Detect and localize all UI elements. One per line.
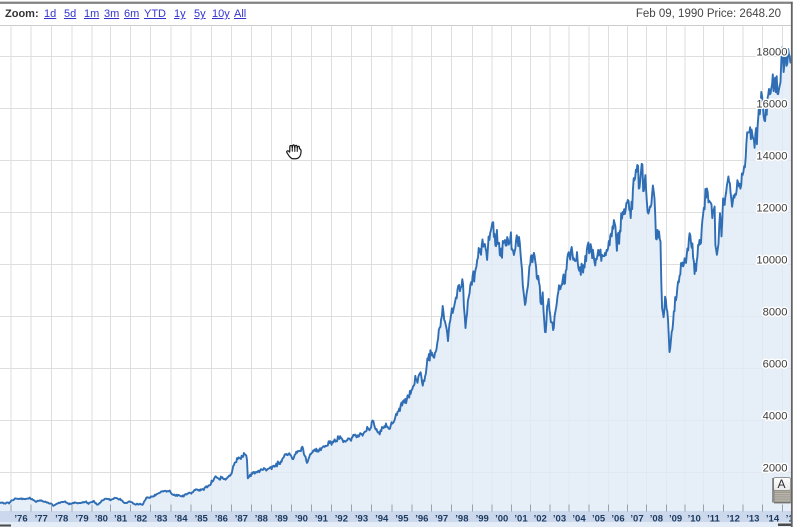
svg-text:’99: ’99 [476, 514, 489, 525]
svg-text:’90: ’90 [295, 514, 308, 525]
svg-text:16000: 16000 [756, 99, 787, 111]
svg-text:2000: 2000 [763, 463, 788, 475]
svg-text:’88: ’88 [255, 514, 268, 525]
svg-text:’76: ’76 [14, 514, 27, 525]
svg-text:’97: ’97 [435, 514, 448, 525]
svg-text:14000: 14000 [756, 151, 787, 163]
svg-text:’00: ’00 [495, 514, 508, 525]
svg-text:’77: ’77 [35, 514, 48, 525]
svg-text:10000: 10000 [756, 255, 787, 267]
svg-text:’04: ’04 [572, 514, 586, 525]
svg-text:A: A [777, 477, 785, 491]
svg-text:’93: ’93 [355, 514, 368, 525]
svg-text:’15: ’15 [786, 514, 800, 525]
svg-text:4000: 4000 [763, 411, 788, 423]
svg-text:’13: ’13 [746, 514, 759, 525]
svg-text:’08: ’08 [650, 514, 663, 525]
svg-text:’81: ’81 [114, 514, 128, 525]
svg-text:’03: ’03 [553, 514, 566, 525]
svg-text:’83: ’83 [154, 514, 167, 525]
svg-text:’09: ’09 [669, 514, 682, 525]
svg-text:’06: ’06 [611, 514, 624, 525]
svg-text:’82: ’82 [134, 514, 147, 525]
svg-text:’96: ’96 [415, 514, 428, 525]
svg-text:’91: ’91 [315, 514, 329, 525]
svg-text:’80: ’80 [95, 514, 108, 525]
svg-text:’12: ’12 [727, 514, 740, 525]
svg-text:’01: ’01 [514, 514, 528, 525]
svg-text:12000: 12000 [756, 203, 787, 215]
svg-text:’07: ’07 [630, 514, 643, 525]
svg-text:’10: ’10 [688, 514, 701, 525]
svg-text:’78: ’78 [55, 514, 68, 525]
svg-text:18000: 18000 [756, 47, 787, 59]
svg-text:’94: ’94 [375, 514, 389, 525]
svg-text:’05: ’05 [592, 514, 606, 525]
svg-text:’84: ’84 [174, 514, 188, 525]
svg-text:’89: ’89 [275, 514, 288, 525]
svg-text:’11: ’11 [707, 514, 720, 525]
svg-text:’92: ’92 [335, 514, 348, 525]
svg-text:6000: 6000 [763, 359, 788, 371]
svg-text:’14: ’14 [766, 514, 780, 525]
svg-text:’02: ’02 [534, 514, 547, 525]
svg-text:’87: ’87 [235, 514, 248, 525]
svg-text:’95: ’95 [395, 514, 409, 525]
svg-text:’85: ’85 [195, 514, 209, 525]
svg-text:8000: 8000 [763, 307, 788, 319]
svg-text:’79: ’79 [75, 514, 88, 525]
svg-text:’98: ’98 [455, 514, 468, 525]
svg-text:’86: ’86 [215, 514, 228, 525]
